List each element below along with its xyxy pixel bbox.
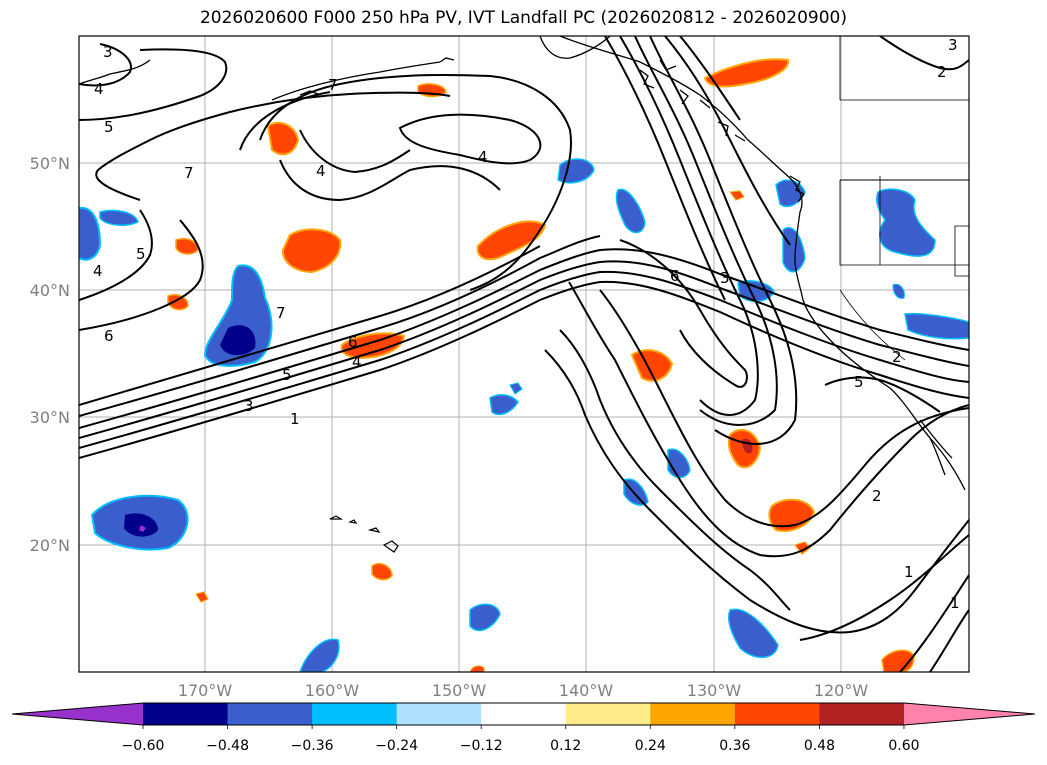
contour-label: 3: [948, 36, 958, 54]
contour-label: 3: [720, 269, 730, 287]
colorbar-tick-label: 0.48: [804, 738, 835, 754]
contour-label: 5: [854, 373, 864, 391]
contour-label: 4: [352, 353, 362, 371]
colorbar-segment: [396, 703, 482, 725]
contour-label: 5: [282, 366, 292, 384]
colorbar-segment: [143, 703, 229, 725]
contour-label: 6: [104, 327, 114, 345]
colorbar-segment: [819, 703, 905, 725]
contour-label: 1: [950, 594, 960, 612]
colorbar-tick-label: −0.24: [375, 738, 418, 754]
contour-label: 2: [872, 487, 882, 505]
colorbar-segment: [565, 703, 651, 725]
colorbar-tick-label: 0.60: [888, 738, 919, 754]
contour-label: 3: [103, 43, 113, 61]
lat-label: 40°N: [30, 281, 70, 300]
contour-label: 2: [892, 348, 902, 366]
contour-label: 1: [290, 410, 300, 428]
lat-label: 20°N: [30, 536, 70, 555]
colorbar-extend-low: [12, 703, 143, 725]
contour-labels: 3 4 5 7 4 7 4 5 4 6 7 6 5 4 3 1 6 3 2 5 …: [93, 36, 960, 612]
map-frame: [78, 35, 970, 673]
contour-label: 2: [937, 63, 947, 81]
lat-label: 50°N: [30, 154, 70, 173]
colorbar-tick-label: −0.12: [460, 738, 503, 754]
contour-label: 4: [93, 262, 103, 280]
contour-label: 4: [316, 162, 326, 180]
contour-label: 1: [904, 563, 914, 581]
positive-anomaly-shading: [167, 58, 915, 672]
map-title: 2026020600 F000 250 hPa PV, IVT Landfall…: [199, 8, 847, 28]
colorbar: −0.60 −0.48 −0.36 −0.24 −0.12 0.12 0.24 0.36 0.4…: [11, 702, 1036, 754]
contour-label: 5: [136, 245, 146, 263]
lon-label: 170°W: [178, 681, 233, 700]
pv-contours: [79, 36, 969, 672]
colorbar-tick-label: 0.36: [719, 738, 750, 754]
contour-label: 7: [276, 304, 286, 322]
lon-label: 160°W: [305, 681, 360, 700]
contour-label: 4: [94, 80, 104, 98]
lon-label: 120°W: [814, 681, 869, 700]
contour-label: 6: [348, 333, 358, 351]
lon-label: 150°W: [432, 681, 487, 700]
colorbar-segment: [312, 703, 398, 725]
colorbar-tick-label: 0.24: [635, 738, 666, 754]
colorbar-tick-label: −0.60: [122, 738, 165, 754]
colorbar-tick-label: −0.48: [206, 738, 249, 754]
colorbar-tick-label: −0.36: [291, 738, 334, 754]
longitude-labels: 170°W 160°W 150°W 140°W 130°W 120°W: [178, 681, 869, 700]
negative-anomaly-shading: [79, 158, 969, 672]
coastlines: [79, 36, 969, 553]
lat-label: 30°N: [30, 408, 70, 427]
colorbar-segment: [650, 703, 736, 725]
colorbar-segment: [227, 703, 313, 725]
contour-label: 3: [244, 397, 254, 415]
lon-label: 130°W: [687, 681, 742, 700]
colorbar-segment: [481, 703, 567, 725]
colorbar-segment: [734, 703, 820, 725]
contour-label: 5: [104, 118, 114, 136]
contour-label: 6: [670, 267, 680, 285]
colorbar-tick-label: 0.12: [550, 738, 581, 754]
contour-label: 7: [184, 164, 194, 182]
contour-label: 4: [478, 148, 488, 166]
lon-label: 140°W: [559, 681, 614, 700]
colorbar-extend-high: [904, 703, 1035, 725]
contour-label: 7: [328, 76, 338, 94]
latitude-labels: 20°N 30°N 40°N 50°N: [30, 154, 70, 555]
